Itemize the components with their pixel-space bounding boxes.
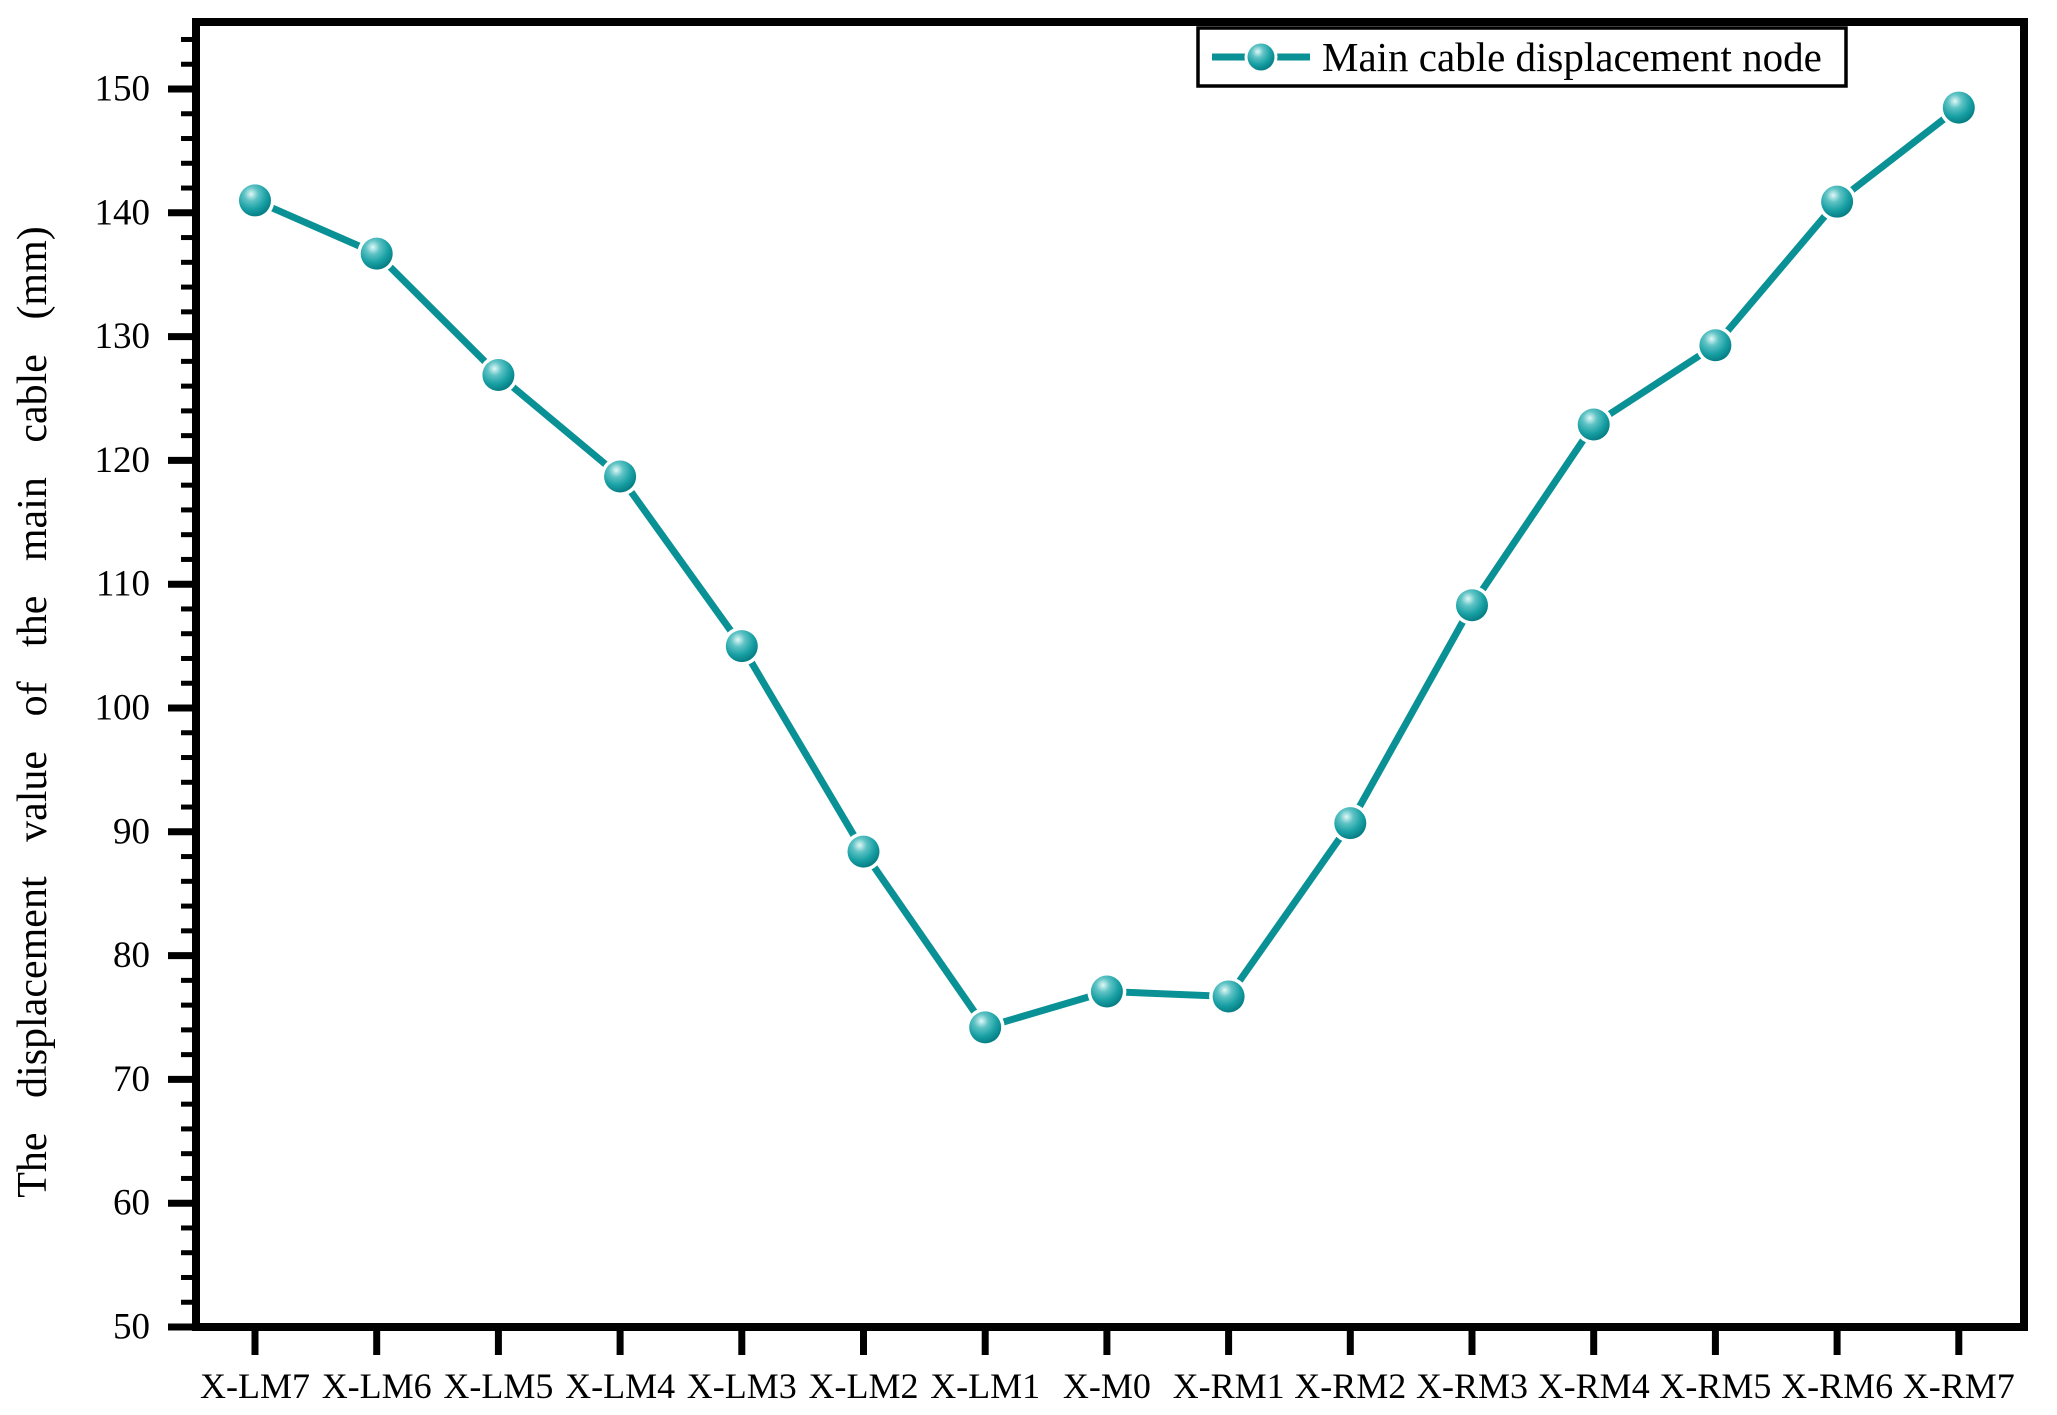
data-point [1090,975,1123,1008]
data-point [725,630,758,663]
data-point [482,358,515,391]
y-tick-label: 60 [113,1183,150,1224]
y-tick-label: 110 [96,564,150,605]
x-tick-label: X-LM6 [322,1366,432,1406]
data-point [1577,408,1610,441]
x-tick-label: X-RM5 [1659,1366,1771,1406]
y-tick-label: 90 [113,811,150,852]
y-tick-label: 50 [113,1307,150,1348]
data-point [1942,91,1975,124]
x-tick-label: X-LM3 [687,1366,797,1406]
y-tick-label: 140 [95,192,151,233]
data-point [239,184,271,217]
data-point [1456,589,1488,622]
data-point [1821,185,1854,218]
x-tick-label: X-RM2 [1294,1366,1406,1406]
x-tick-label: X-RM1 [1173,1366,1285,1406]
data-point [1212,980,1245,1013]
data-point [1699,329,1732,362]
x-tick-label: X-LM1 [930,1366,1040,1406]
data-point [1334,807,1367,840]
x-tick-label: X-LM5 [443,1366,553,1406]
y-tick-label: 150 [95,69,151,110]
data-point [360,237,393,270]
x-tick-label: X-RM4 [1538,1366,1650,1406]
x-tick-label: X-LM2 [809,1366,919,1406]
x-tick-label: X-M0 [1063,1366,1151,1406]
y-tick-label: 70 [113,1059,150,1100]
data-point [969,1011,1002,1044]
x-tick-label: X-LM7 [200,1366,310,1406]
legend-marker [1247,43,1275,71]
x-tick-label: X-LM4 [565,1366,675,1406]
x-tick-label: X-RM3 [1416,1366,1528,1406]
data-point [847,835,880,868]
x-tick-label: X-RM7 [1903,1366,2015,1406]
y-tick-label: 130 [95,316,151,357]
legend-label: Main cable displacement node [1322,34,1822,80]
x-tick-label: X-RM6 [1781,1366,1893,1406]
y-tick-label: 120 [95,440,151,481]
data-point [604,460,637,493]
y-tick-label: 80 [113,935,150,976]
y-axis-title: The displacement value of the main cable… [10,226,56,1198]
y-tick-label: 100 [95,688,151,729]
